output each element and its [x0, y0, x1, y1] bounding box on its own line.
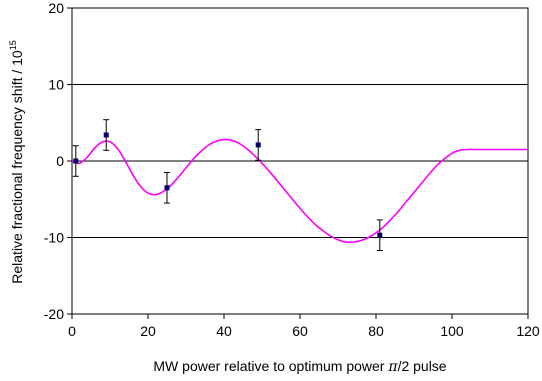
x-axis-label-pi: π — [387, 359, 398, 375]
x-tick-label: 80 — [368, 323, 384, 339]
data-point — [103, 132, 109, 138]
x-tick-label: 20 — [140, 323, 156, 339]
y-axis-ticks: -20 -10 0 10 20 — [44, 0, 72, 322]
x-axis-label-main: MW power relative to optimum power — [153, 358, 388, 374]
x-tick-label: 120 — [516, 323, 540, 339]
fit-curve-line — [71, 138, 528, 244]
y-tick-label: 0 — [56, 153, 64, 169]
y-tick-label: 20 — [48, 0, 64, 16]
x-axis-label: MW power relative to optimum power π/2 p… — [153, 358, 446, 375]
y-tick-label: -10 — [44, 230, 64, 246]
data-point — [255, 142, 261, 148]
y-axis-label: Relative fractional frequency shift / 10… — [8, 40, 25, 283]
data-point — [73, 158, 79, 164]
x-axis-ticks: 0 20 40 60 80 100 120 — [68, 314, 540, 339]
data-points — [72, 119, 383, 252]
y-axis-label-main: Relative fractional frequency shift / 10 — [9, 50, 25, 284]
x-tick-label: 0 — [68, 323, 76, 339]
x-axis-label-tail: /2 pulse — [398, 358, 447, 374]
fit-curve — [71, 138, 528, 244]
y-axis-label-exponent: 15 — [8, 40, 18, 50]
data-point — [164, 185, 170, 191]
x-tick-label: 40 — [216, 323, 232, 339]
y-tick-label: -20 — [44, 306, 64, 322]
x-tick-label: 60 — [292, 323, 308, 339]
grid — [72, 84, 528, 238]
y-tick-label: 10 — [48, 77, 64, 93]
data-point — [377, 232, 383, 238]
x-tick-label: 100 — [440, 323, 464, 339]
